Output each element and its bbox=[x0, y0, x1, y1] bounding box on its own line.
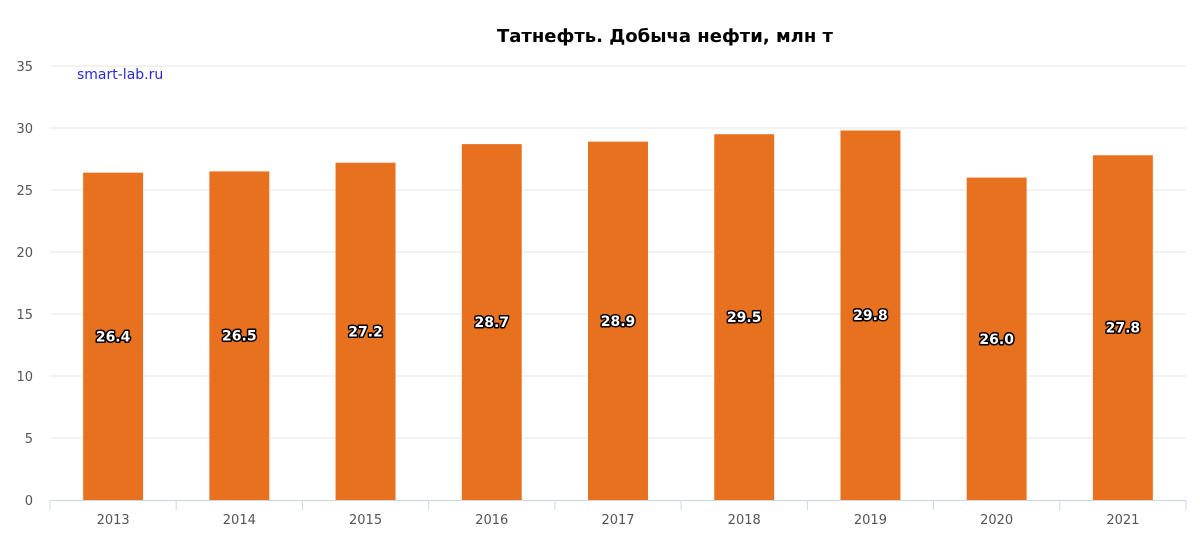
bar-2013 bbox=[83, 172, 144, 500]
y-tick-label: 25 bbox=[16, 184, 33, 199]
data-label-2018: 29.5 bbox=[727, 310, 762, 326]
x-tick-label: 2016 bbox=[475, 513, 508, 528]
data-labels: 26.4 26.5 27.2 28.7 28.9 29.5 29.8 26.0 27.8 bbox=[94, 307, 1141, 350]
x-tick-label: 2017 bbox=[601, 513, 634, 528]
x-axis: 2013 2014 2015 2016 2017 2018 2019 2020 2021 bbox=[49, 500, 1187, 528]
y-tick-label: 5 bbox=[25, 432, 33, 447]
data-label-2019: 29.8 bbox=[853, 308, 888, 324]
bar-2014 bbox=[209, 171, 270, 500]
x-tick-label: 2018 bbox=[728, 513, 761, 528]
bar-2015 bbox=[335, 162, 396, 500]
x-tick-label: 2014 bbox=[223, 513, 256, 528]
bar-2019 bbox=[840, 130, 901, 501]
y-tick-label: 0 bbox=[25, 494, 33, 509]
bars bbox=[83, 130, 1153, 501]
y-axis-ticks: 0 5 10 15 20 25 30 35 bbox=[16, 60, 33, 509]
watermark-text: smart-lab.ru bbox=[77, 67, 163, 83]
bar-2016 bbox=[461, 144, 522, 500]
bar-2020 bbox=[966, 177, 1027, 500]
x-tick-label: 2019 bbox=[854, 513, 887, 528]
x-tick-label: 2015 bbox=[349, 513, 382, 528]
y-tick-label: 35 bbox=[16, 60, 33, 75]
data-label-2021: 27.8 bbox=[1106, 321, 1141, 337]
y-tick-label: 10 bbox=[16, 370, 33, 385]
data-label-2016: 28.7 bbox=[475, 315, 510, 331]
bar-2017 bbox=[588, 141, 648, 500]
chart-title: Татнефть. Добыча нефти, млн т bbox=[497, 26, 834, 47]
y-tick-label: 15 bbox=[16, 308, 33, 323]
x-tick-label: 2020 bbox=[980, 513, 1013, 528]
data-label-2015: 27.2 bbox=[348, 324, 383, 340]
x-tick-label: 2021 bbox=[1106, 513, 1139, 528]
data-label-2020: 26.0 bbox=[979, 332, 1014, 348]
bar-2021 bbox=[1092, 155, 1153, 500]
y-tick-label: 30 bbox=[16, 122, 33, 137]
data-label-2014: 26.5 bbox=[222, 329, 257, 345]
bar-2018 bbox=[714, 134, 775, 500]
x-tick-label: 2013 bbox=[97, 513, 130, 528]
y-tick-label: 20 bbox=[16, 246, 33, 261]
data-label-2013: 26.4 bbox=[96, 329, 131, 345]
data-label-2017: 28.9 bbox=[601, 314, 636, 330]
